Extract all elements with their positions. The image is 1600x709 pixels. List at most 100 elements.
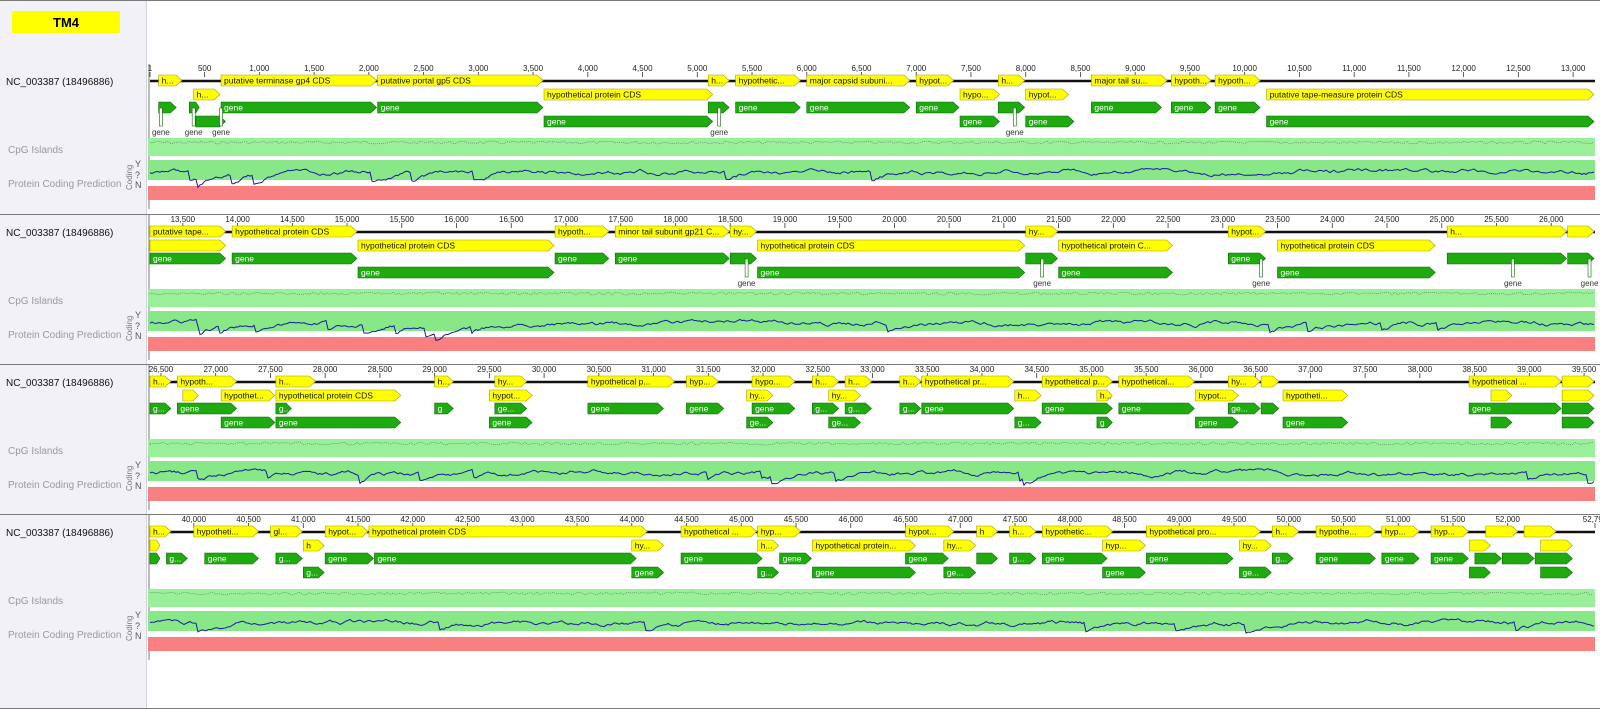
ruler-tick-label: 45,500: [784, 515, 809, 524]
coding-axis-label: Coding: [125, 316, 134, 341]
cds-feature: [377, 74, 544, 87]
ruler-tick-label: 17,500: [608, 215, 633, 224]
cds-label: h...: [815, 377, 827, 387]
ruler-tick-label: 5,000: [687, 64, 708, 73]
cds-feature: [1195, 389, 1239, 402]
cds-label: hypoth...: [1218, 76, 1251, 86]
gene-feature: [1118, 402, 1195, 415]
cds-label: hy...: [750, 391, 765, 401]
cds-feature: [1042, 525, 1113, 538]
ruler-tick-label: 32,500: [806, 365, 831, 374]
gene-feature: [899, 402, 922, 415]
ruler-tick-label: 16,500: [499, 215, 524, 224]
gene-label: gene: [919, 103, 938, 113]
gene-stub-label: gene: [710, 128, 728, 137]
gene-label: g...: [815, 404, 827, 414]
gene-label: gene: [153, 254, 172, 264]
ruler-tick-label: 38,000: [1408, 365, 1433, 374]
gene-stub-label: gene: [1033, 279, 1051, 288]
ruler-tick-label: 21,500: [1046, 215, 1071, 224]
cds-feature: [231, 225, 358, 238]
gene-label: gene: [1270, 117, 1289, 127]
ruler-tick-label: 11,500: [1397, 64, 1421, 73]
cds-feature: [943, 539, 977, 552]
ruler-tick-label: 51,500: [1441, 515, 1466, 524]
cds-label: hyp...: [761, 527, 782, 537]
cds-feature: [921, 375, 1015, 388]
gene-feature: [1266, 115, 1595, 128]
ruler-tick-label: 36,500: [1243, 365, 1268, 374]
ruler-tick-label: 37,000: [1298, 365, 1323, 374]
cds-label: hypotheti...: [1286, 391, 1328, 401]
gene-feature: [587, 402, 664, 415]
ambiguous-band: [148, 631, 1595, 637]
ambiguous-band: [148, 180, 1595, 186]
cds-label: hypot...: [492, 391, 520, 401]
ruler-tick-label: 19,000: [773, 215, 798, 224]
gene-stub-label: gene: [185, 128, 203, 137]
cds-feature: [735, 74, 801, 87]
ruler-tick-label: 49,000: [1167, 515, 1192, 524]
label-column: [0, 0, 147, 709]
cds-label: hypothetical pro...: [1149, 527, 1216, 537]
gene-feature: [1025, 252, 1059, 265]
cds-label: putative portal gp5 CDS: [381, 76, 472, 86]
cds-label: h...: [279, 377, 291, 387]
coding-band: [148, 611, 1595, 631]
cds-feature: [1277, 239, 1436, 252]
gene-stub-marker: [1587, 258, 1592, 278]
cds-label: hyp...: [1385, 527, 1406, 537]
cds-label: h...: [162, 76, 174, 86]
cds-feature: [1239, 539, 1272, 552]
gene-stub-marker: [1040, 258, 1044, 278]
ruler-tick-label: 34,500: [1024, 365, 1049, 374]
ruler-tick-label: 6,500: [851, 64, 872, 73]
ruler-tick-label: 14,500: [280, 215, 305, 224]
coding-band: [148, 311, 1595, 331]
gene-label: gene: [1198, 418, 1217, 428]
gene-label: gene: [558, 254, 577, 264]
ruler-tick-label: 20,000: [882, 215, 907, 224]
gene-feature: [1025, 115, 1075, 128]
gene-label: gene: [810, 103, 829, 113]
cds-feature: [828, 389, 861, 402]
noncoding-band: [148, 337, 1595, 351]
ruler-tick-label: 44,000: [620, 515, 645, 524]
gene-label: gene: [815, 568, 834, 578]
cds-label: h...: [1450, 227, 1462, 237]
cds-feature: [746, 389, 774, 402]
protein-coding-label: Protein Coding Prediction: [8, 179, 122, 190]
gene-feature: [494, 402, 528, 415]
cds-label: major capsid subuni...: [810, 76, 893, 86]
ruler-tick-label: 3,000: [468, 64, 489, 73]
gene-feature: [1381, 552, 1420, 565]
ruler-tick-label: 47,500: [1003, 515, 1028, 524]
gene-label: gene: [279, 418, 298, 428]
cpg-islands-label: CpG Islands: [8, 446, 64, 457]
coding-prediction-trace: [149, 468, 1595, 487]
cds-feature: [751, 375, 796, 388]
cds-label: hypoth...: [558, 227, 591, 237]
cds-feature: [1490, 389, 1513, 402]
cds-feature: [1381, 525, 1420, 538]
gene-label: g...: [1018, 418, 1030, 428]
gene-label: gene: [180, 404, 199, 414]
cpg-islands-label: CpG Islands: [8, 596, 64, 607]
ruler-tick-label: 1: [148, 64, 153, 73]
ruler-tick-label: 40,500: [236, 515, 261, 524]
cds-feature: [680, 525, 758, 538]
cds-feature: [1469, 539, 1491, 552]
gene-label: gene: [1094, 103, 1113, 113]
ruler-tick-label: 9,000: [1125, 64, 1146, 73]
cds-feature: [757, 539, 780, 552]
coding-y-label: Y: [135, 310, 141, 320]
ambiguous-band: [148, 331, 1595, 337]
cpg-islands-band: [148, 589, 1595, 607]
cpg-trace: [149, 441, 1594, 446]
coding-y-label: Y: [135, 610, 141, 620]
gene-label: g...: [153, 404, 165, 414]
ruler-tick-label: 25,000: [1430, 215, 1455, 224]
cds-feature: [631, 539, 665, 552]
cds-label: hypothetical...: [1122, 377, 1174, 387]
